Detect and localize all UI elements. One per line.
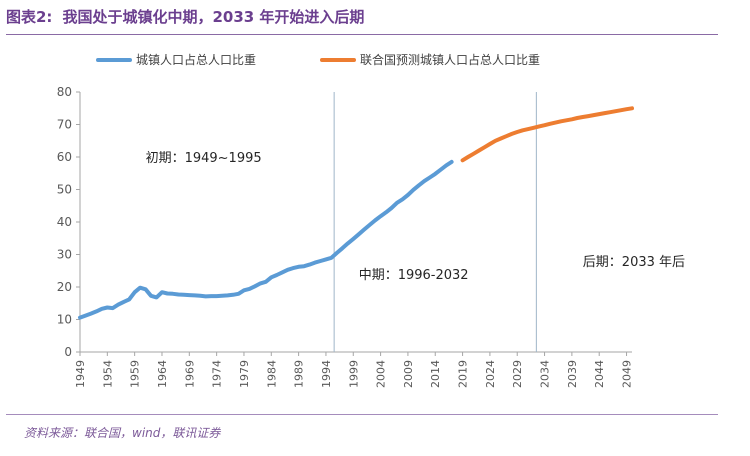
y-tick-label: 10 — [57, 313, 72, 327]
x-tick-label: 1969 — [183, 360, 196, 388]
legend-label: 城镇人口占总人口比重 — [136, 52, 256, 67]
y-tick-label: 30 — [57, 248, 72, 262]
figure-label: 图表2: — [6, 8, 53, 26]
y-tick-label: 70 — [57, 118, 72, 132]
x-tick-label: 2029 — [511, 360, 524, 388]
x-tick-label: 1989 — [293, 360, 306, 388]
x-tick-label: 2019 — [457, 360, 470, 388]
x-tick-label: 1974 — [211, 360, 224, 388]
source-rule — [6, 414, 718, 415]
x-tick-label: 2039 — [566, 360, 579, 388]
x-tick-label: 1954 — [101, 360, 114, 388]
figure-title-text: 我国处于城镇化中期，2033 年开始进入后期 — [62, 8, 365, 26]
x-tick-label: 2009 — [402, 360, 415, 388]
x-tick-label: 2049 — [621, 360, 634, 388]
x-tick-label: 1984 — [265, 360, 278, 388]
y-tick-label: 20 — [57, 280, 72, 294]
x-tick-label: 1959 — [129, 360, 142, 388]
urban-population-line — [78, 159, 454, 320]
x-tick-label: 2004 — [375, 360, 388, 388]
x-tick-label: 2024 — [484, 360, 497, 388]
y-tick-label: 40 — [57, 215, 72, 229]
x-tick-label: 2014 — [429, 360, 442, 388]
x-tick-label: 1964 — [156, 360, 169, 388]
x-tick-label: 2034 — [539, 360, 552, 388]
y-tick-label: 60 — [57, 150, 72, 164]
source-note: 资料来源：联合国，wind，联讯证券 — [24, 426, 221, 440]
x-tick-label: 1999 — [347, 360, 360, 388]
x-tick-label: 2044 — [593, 360, 606, 388]
phase-annotation: 初期：1949~1995 — [146, 151, 262, 166]
figure-title: 图表2: 我国处于城镇化中期，2033 年开始进入后期 — [6, 6, 364, 27]
title-rule — [6, 34, 718, 35]
x-tick-label: 1979 — [238, 360, 251, 388]
urbanization-chart: 0 10 20 30 40 50 60 70 80 1949 1954 1959 1964 1969 197… — [57, 52, 685, 388]
phase-annotation: 中期：1996-2032 — [359, 268, 469, 283]
phase-annotation: 后期：2033 年后 — [583, 255, 685, 270]
un-forecast-line — [460, 106, 634, 163]
x-tick-label: 1949 — [74, 360, 87, 388]
x-tick-label: 1994 — [320, 360, 333, 388]
y-tick-label: 80 — [57, 85, 72, 99]
y-tick-label: 0 — [64, 345, 72, 359]
y-tick-label: 50 — [57, 183, 72, 197]
legend-label: 联合国预测城镇人口占总人口比重 — [360, 52, 540, 67]
